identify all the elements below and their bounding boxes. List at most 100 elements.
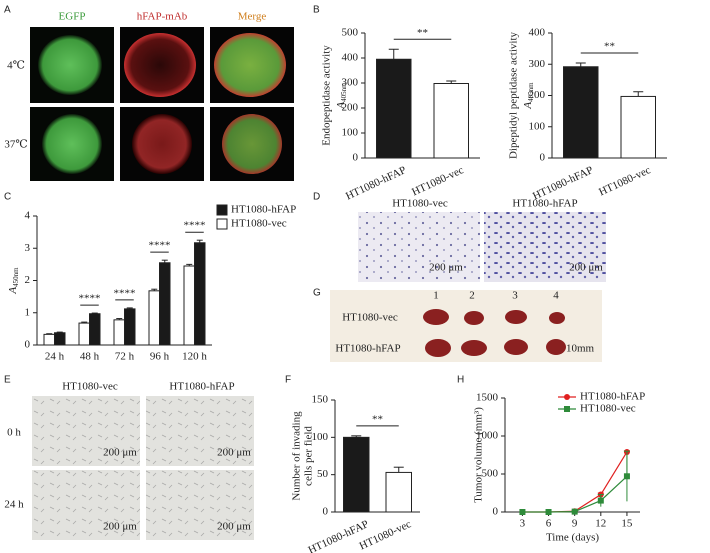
row-label: 24 h (4, 499, 24, 511)
y-tick-label: 0 (493, 506, 499, 518)
y-symbol: A (335, 102, 347, 110)
x-tick-label: 6 (546, 518, 552, 530)
column-label: HT1080-hFAP (169, 381, 234, 393)
legend-swatch (216, 204, 228, 216)
bar (563, 66, 599, 159)
x-tick-label: 12 (595, 518, 606, 530)
scale-bar-label: 10mm (566, 343, 595, 355)
legend-label: HT1080-hFAP (231, 204, 296, 216)
x-tick-label: HT1080-vec (410, 164, 466, 198)
y-axis-label: cells per field (303, 426, 315, 486)
legend-swatch (216, 218, 228, 230)
panel-label: C (4, 192, 11, 203)
row-label: 37℃ (4, 139, 27, 151)
y-tick-label: 3 (25, 242, 31, 254)
significance-label: ** (372, 413, 383, 425)
scale-bar-label: 200 μm (103, 447, 137, 459)
bar (183, 265, 195, 346)
y-tick-label: 1 (25, 306, 31, 318)
legend-label: HT1080-vec (580, 403, 636, 415)
y-tick-label: 200 (529, 89, 546, 101)
x-tick-label: 96 h (150, 351, 170, 363)
lane-label: 2 (469, 290, 475, 302)
bar (43, 333, 55, 346)
lane-label: 1 (433, 290, 439, 302)
panel-label: A (4, 5, 11, 16)
scale-bar-label: 200 μm (569, 262, 603, 274)
significance-label: **** (149, 240, 171, 252)
y-tick-label: 2 (25, 274, 31, 286)
line (522, 451, 628, 513)
significance-label: ** (417, 27, 428, 39)
y-symbol: A (522, 102, 534, 110)
micrograph (484, 212, 606, 282)
x-axis-label: Time (days) (546, 532, 599, 544)
y-tick-label: 50 (317, 468, 329, 480)
y-tick-label: 4 (25, 210, 31, 222)
line (522, 475, 628, 513)
bar (194, 242, 206, 346)
x-tick-label: 48 h (80, 351, 100, 363)
y-tick-label: 100 (342, 127, 359, 139)
bar (159, 262, 171, 346)
bar (54, 332, 66, 346)
x-tick-label: 120 h (182, 351, 207, 363)
y-axis-label: A450nm (7, 267, 20, 295)
legend-marker (564, 406, 570, 412)
y-tick-label: 400 (342, 52, 359, 64)
column-label: HT1080-vec (62, 381, 118, 393)
y-tick-label: 150 (312, 394, 329, 406)
panel-label: E (4, 375, 11, 386)
tumors (423, 309, 566, 357)
micrograph (32, 396, 140, 466)
lane-label: 4 (553, 290, 559, 302)
bar (148, 290, 160, 346)
significance-label: **** (114, 287, 136, 299)
x-tick-label: 15 (621, 518, 633, 530)
y-tick-label: 400 (529, 27, 546, 39)
x-tick-label: HT1080-vec (597, 164, 653, 198)
y-tick-label: 500 (342, 27, 359, 39)
y-axis-label: A405nm (522, 82, 535, 110)
significance-label: **** (79, 293, 101, 305)
point (571, 508, 578, 515)
scale-bar-label: 200 μm (103, 521, 137, 533)
y-symbol: A (7, 287, 19, 295)
bar (113, 319, 125, 346)
legend-label: HT1080-hFAP (580, 391, 645, 403)
y-symbol-sub: 450nm (12, 267, 20, 287)
column-label: hFAP-mAb (137, 11, 188, 23)
row-label: 4℃ (7, 60, 25, 72)
y-tick-label: 0 (25, 339, 31, 351)
y-tick-label: 300 (342, 77, 359, 89)
x-tick-label: 24 h (45, 351, 65, 363)
point (623, 473, 630, 480)
panel-label: F (285, 375, 291, 386)
y-axis-label: Dipeptidyl peptidase activity (508, 31, 520, 159)
scale-bar-label: 200 μm (217, 447, 251, 459)
panel-label: D (313, 192, 320, 203)
y-symbol-sub: 405nm (527, 82, 535, 102)
y-tick-label: 100 (312, 431, 329, 443)
micrograph (146, 470, 254, 540)
panel-label: G (313, 288, 321, 299)
micrograph (32, 470, 140, 540)
micrograph (146, 396, 254, 466)
point (519, 509, 526, 515)
panel-label: H (457, 375, 464, 386)
bar (385, 471, 412, 513)
bar (376, 58, 412, 159)
y-symbol-sub: 405nm (340, 82, 348, 102)
scale-bar-label: 200 μm (217, 521, 251, 533)
bar (433, 83, 469, 159)
point (545, 509, 552, 515)
point (597, 497, 604, 504)
y-tick-label: 0 (540, 152, 546, 164)
micrographs (30, 27, 294, 181)
y-tick-label: 0 (323, 506, 329, 518)
bar (89, 313, 101, 346)
x-tick-label: 3 (520, 518, 526, 530)
y-axis-label: Number of invading (291, 411, 303, 501)
y-axis-label: Tumor volume (mm³) (473, 407, 485, 503)
column-label: Merge (238, 11, 267, 23)
